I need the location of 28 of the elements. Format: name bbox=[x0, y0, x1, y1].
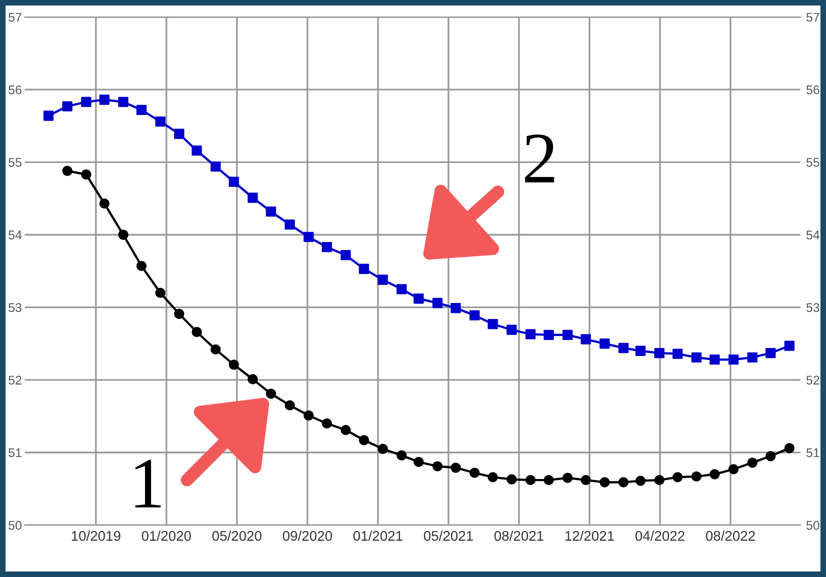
y2-tick-label: 50 bbox=[806, 520, 820, 530]
x-tick-label: 05/2021 bbox=[424, 530, 473, 541]
x-tick-label: 10/2019 bbox=[72, 530, 120, 541]
y2-tick-label: 57 bbox=[806, 12, 820, 22]
x-tick-label: 01/2020 bbox=[142, 530, 191, 541]
y2-tick-label: 54 bbox=[806, 230, 820, 240]
y-tick-label: 57 bbox=[8, 12, 22, 22]
x-tick-label: 05/2020 bbox=[212, 530, 262, 541]
x-tick-label: 09/2020 bbox=[282, 530, 332, 541]
y-tick-label: 53 bbox=[8, 303, 22, 312]
annotation: 1 bbox=[135, 460, 161, 508]
x-tick-label: 12/2021 bbox=[565, 530, 614, 541]
y2-tick-label: 51 bbox=[806, 448, 820, 458]
y-tick-label: 55 bbox=[8, 158, 22, 167]
y-tick-label: 50 bbox=[8, 520, 22, 530]
y2-tick-label: 55 bbox=[806, 158, 820, 167]
y-tick-label: 54 bbox=[8, 230, 22, 240]
x-tick-label: 08/2022 bbox=[706, 530, 755, 541]
y-tick-label: 56 bbox=[8, 85, 22, 94]
y2-tick-label: 56 bbox=[806, 85, 820, 94]
y2-tick-label: 52 bbox=[806, 376, 820, 385]
x-tick-label: 04/2022 bbox=[635, 530, 684, 541]
annotation: 2 bbox=[525, 134, 554, 182]
x-tick-label: 08/2021 bbox=[494, 530, 544, 541]
y-tick-label: 52 bbox=[8, 376, 22, 385]
y-tick-label: 51 bbox=[8, 448, 22, 458]
x-tick-label: 01/2021 bbox=[353, 530, 402, 541]
y2-tick-label: 53 bbox=[806, 303, 820, 312]
